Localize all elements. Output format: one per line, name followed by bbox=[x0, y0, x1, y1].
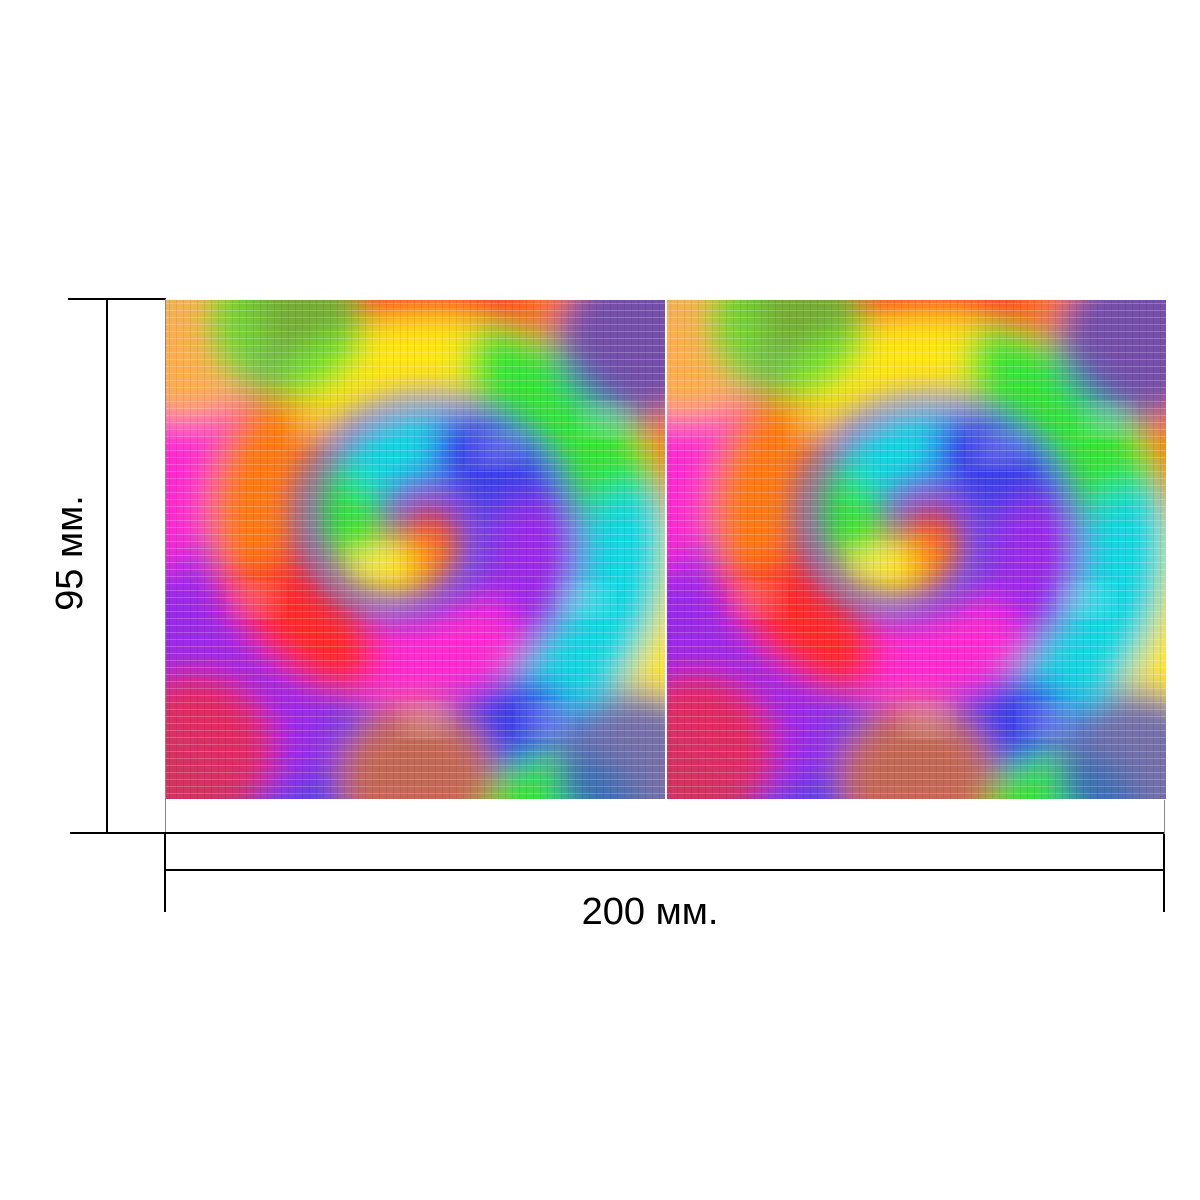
tie-dye-spiral-image bbox=[667, 300, 1166, 799]
width-right-extension-line bbox=[1163, 834, 1165, 912]
height-bottom-extension-line bbox=[70, 832, 166, 834]
width-frame-bottom-line bbox=[165, 832, 1165, 834]
height-frame-edge bbox=[165, 299, 166, 834]
tie-dye-tile-left bbox=[166, 300, 665, 799]
height-label: 95 мм. bbox=[49, 495, 91, 611]
width-label: 200 мм. bbox=[581, 891, 719, 933]
height-dimension-line bbox=[106, 299, 108, 834]
width-left-extension-line bbox=[164, 834, 166, 912]
height-top-extension-line bbox=[68, 298, 166, 300]
tie-dye-spiral-image bbox=[166, 300, 665, 799]
tie-dye-tile-right bbox=[667, 300, 1166, 799]
width-frame-right-edge bbox=[1164, 800, 1165, 834]
width-dimension-line bbox=[165, 869, 1165, 871]
